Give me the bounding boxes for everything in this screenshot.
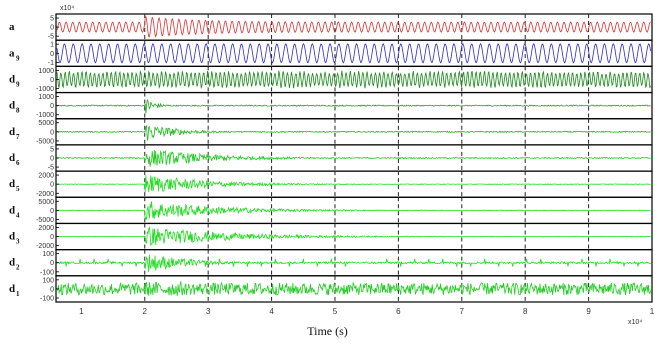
series-d2-line [56, 254, 651, 273]
row-label-subscript: 5 [16, 185, 20, 193]
y-tick-label: 5 [50, 146, 54, 153]
y-tick-label: 5000 [38, 120, 54, 127]
y-tick-label: -2000 [36, 243, 54, 250]
x-tick-label: 9 [586, 307, 591, 316]
y-tick-label: 0 [50, 286, 54, 293]
y-tick-label: -1 [48, 60, 54, 67]
y-tick-label: 0 [50, 234, 54, 241]
y-tick-label: -1000 [36, 112, 54, 119]
y-tick-label: -5 [48, 165, 54, 172]
y-tick-label: -5000 [36, 138, 54, 145]
series-d7-line [56, 125, 651, 142]
y-tick-label: 5 [50, 16, 54, 23]
x-tick-label: 8 [523, 307, 528, 316]
x-axis-label: Time (s) [307, 324, 348, 338]
y-tick-label: -100 [40, 269, 54, 276]
y-tick-label: 0 [50, 156, 54, 163]
series-d5-line [56, 175, 651, 193]
x-tick-label: 6 [396, 307, 401, 316]
series-d4-line [56, 201, 651, 221]
y-tick-label: 0 [50, 25, 54, 32]
x-exponent-top: x10⁴ [60, 5, 74, 12]
y-tick-label: 1000 [38, 68, 54, 75]
y-tick-label: 0 [50, 103, 54, 110]
y-tick-label: 0 [50, 208, 54, 215]
y-tick-label: 100 [42, 277, 54, 284]
row-label-d9: d [9, 73, 15, 85]
y-tick-label: -1000 [36, 86, 54, 93]
y-tick-label: 0 [50, 182, 54, 189]
y-tick-label: 0 [50, 260, 54, 267]
row-label-subscript: 8 [16, 107, 20, 115]
row-label-d3: d [9, 231, 15, 243]
row-label-d7: d [9, 126, 15, 138]
series-d3-line [56, 225, 651, 246]
y-tick-label: 0 [50, 129, 54, 136]
y-tick-label: 1 [50, 42, 54, 49]
y-tick-label: 0 [50, 51, 54, 58]
row-label-d1: d [9, 283, 15, 295]
row-label-a: a [9, 21, 15, 33]
y-tick-label: 1000 [38, 94, 54, 101]
series-d6-line [56, 149, 651, 167]
y-tick-label: 2000 [38, 225, 54, 232]
y-tick-label: -2000 [36, 191, 54, 198]
row-label-d8: d [9, 100, 15, 112]
series-d1-line [56, 280, 651, 296]
row-label-subscript: 6 [16, 159, 20, 167]
y-tick-label: 0 [50, 77, 54, 84]
row-label-d2: d [9, 257, 15, 269]
x-tick-label: 1 [79, 307, 84, 316]
y-tick-label: 100 [42, 251, 54, 258]
row-label-a9: a [9, 47, 15, 59]
series-d9-line [56, 70, 651, 90]
x-tick-label: 3 [206, 307, 211, 316]
y-tick-label: 2000 [38, 173, 54, 180]
row-label-subscript: 2 [16, 264, 20, 272]
x-exponent-bottom: x10⁴ [628, 319, 642, 326]
x-tick-label: 5 [333, 307, 338, 316]
row-label-d5: d [9, 178, 15, 190]
series-a9-line [56, 43, 651, 64]
row-label-subscript: 9 [16, 54, 20, 62]
row-label-d4: d [9, 204, 15, 216]
row-label-d6: d [9, 152, 15, 164]
row-label-subscript: 4 [16, 211, 20, 219]
series-a-line [56, 15, 651, 38]
x-tick-label: 7 [460, 307, 465, 316]
y-tick-label: -100 [40, 296, 54, 303]
row-label-subscript: 1 [16, 290, 20, 298]
x-tick-label: 1 [650, 307, 655, 316]
series-d8-line [56, 98, 651, 114]
row-label-subscript: 9 [16, 80, 20, 88]
x-tick-label: 2 [143, 307, 148, 316]
y-tick-label: -5 [48, 34, 54, 41]
row-label-subscript: 3 [16, 238, 20, 246]
y-tick-label: -5000 [36, 217, 54, 224]
y-tick-label: 5000 [38, 199, 54, 206]
x-tick-label: 4 [269, 307, 274, 316]
panel-frame [55, 65, 653, 94]
row-label-subscript: 7 [16, 133, 20, 141]
